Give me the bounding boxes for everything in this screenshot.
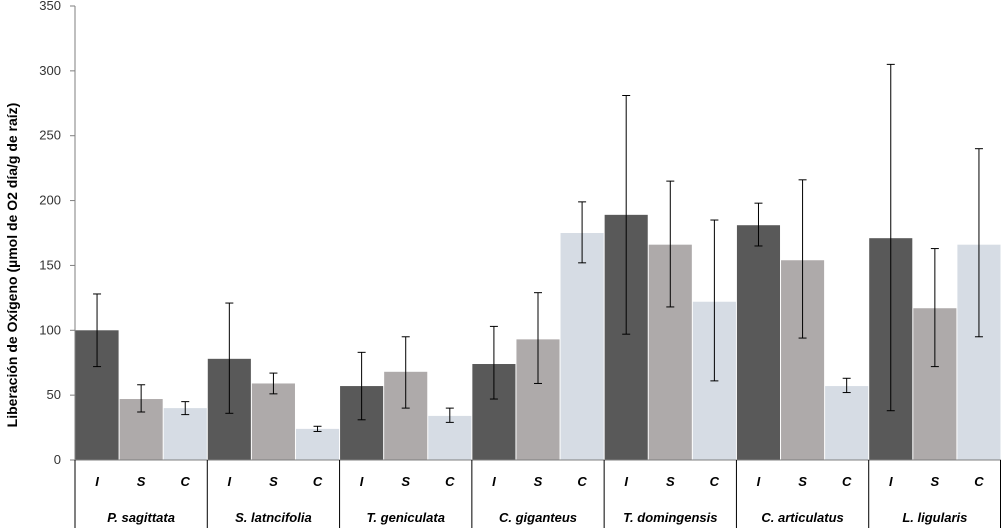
group-label: T. geniculata [366,510,445,525]
series-label: I [492,474,496,489]
y-tick-label: 150 [39,257,61,272]
bar [560,233,604,460]
series-label: C [181,474,191,489]
bar [428,415,472,460]
axes [70,5,1001,528]
series-label: S [534,474,543,489]
y-tick-label: 200 [39,193,61,208]
y-axis-title: Liberación de Oxígeno (µmol de O2 día/g … [4,103,20,428]
series-label: I [624,474,628,489]
series-label: S [666,474,675,489]
y-tick-label: 50 [47,387,61,402]
series-label: S [269,474,278,489]
series-label: I [757,474,761,489]
group-label: P. sagittata [107,510,175,525]
series-label: C [313,474,323,489]
group-label: S. latncifolia [235,510,312,525]
series-label: S [137,474,146,489]
y-tick-label: 0 [54,452,61,467]
series-label: C [974,474,984,489]
group-label: L. ligularis [902,510,967,525]
series-label: C [710,474,720,489]
series-label: S [401,474,410,489]
y-tick-label: 300 [39,63,61,78]
series-label: C [842,474,852,489]
error-bars [93,63,983,432]
series-label: I [228,474,232,489]
bar [825,386,869,460]
y-tick-label: 350 [39,0,61,13]
series-label: S [798,474,807,489]
series-label: I [889,474,893,489]
y-axis-tick-labels: 0 50 100 150 200 250 300 350 [39,0,61,467]
group-label: C. articulatus [761,510,843,525]
series-label: I [360,474,364,489]
group-label: C. giganteus [499,510,577,525]
bar [251,383,295,460]
y-tick-label: 250 [39,128,61,143]
y-tick-label: 100 [39,322,61,337]
series-label: I [95,474,99,489]
group-label: T. domingensis [623,510,717,525]
bars [75,214,1001,460]
bar [736,225,781,460]
series-label: S [931,474,940,489]
x-axis-labels: I S C P. sagittata I S C S. latncifolia I S C T. ge… [95,474,984,525]
series-label: C [577,474,587,489]
series-label: C [445,474,455,489]
bar [295,428,340,460]
bar [163,408,207,460]
